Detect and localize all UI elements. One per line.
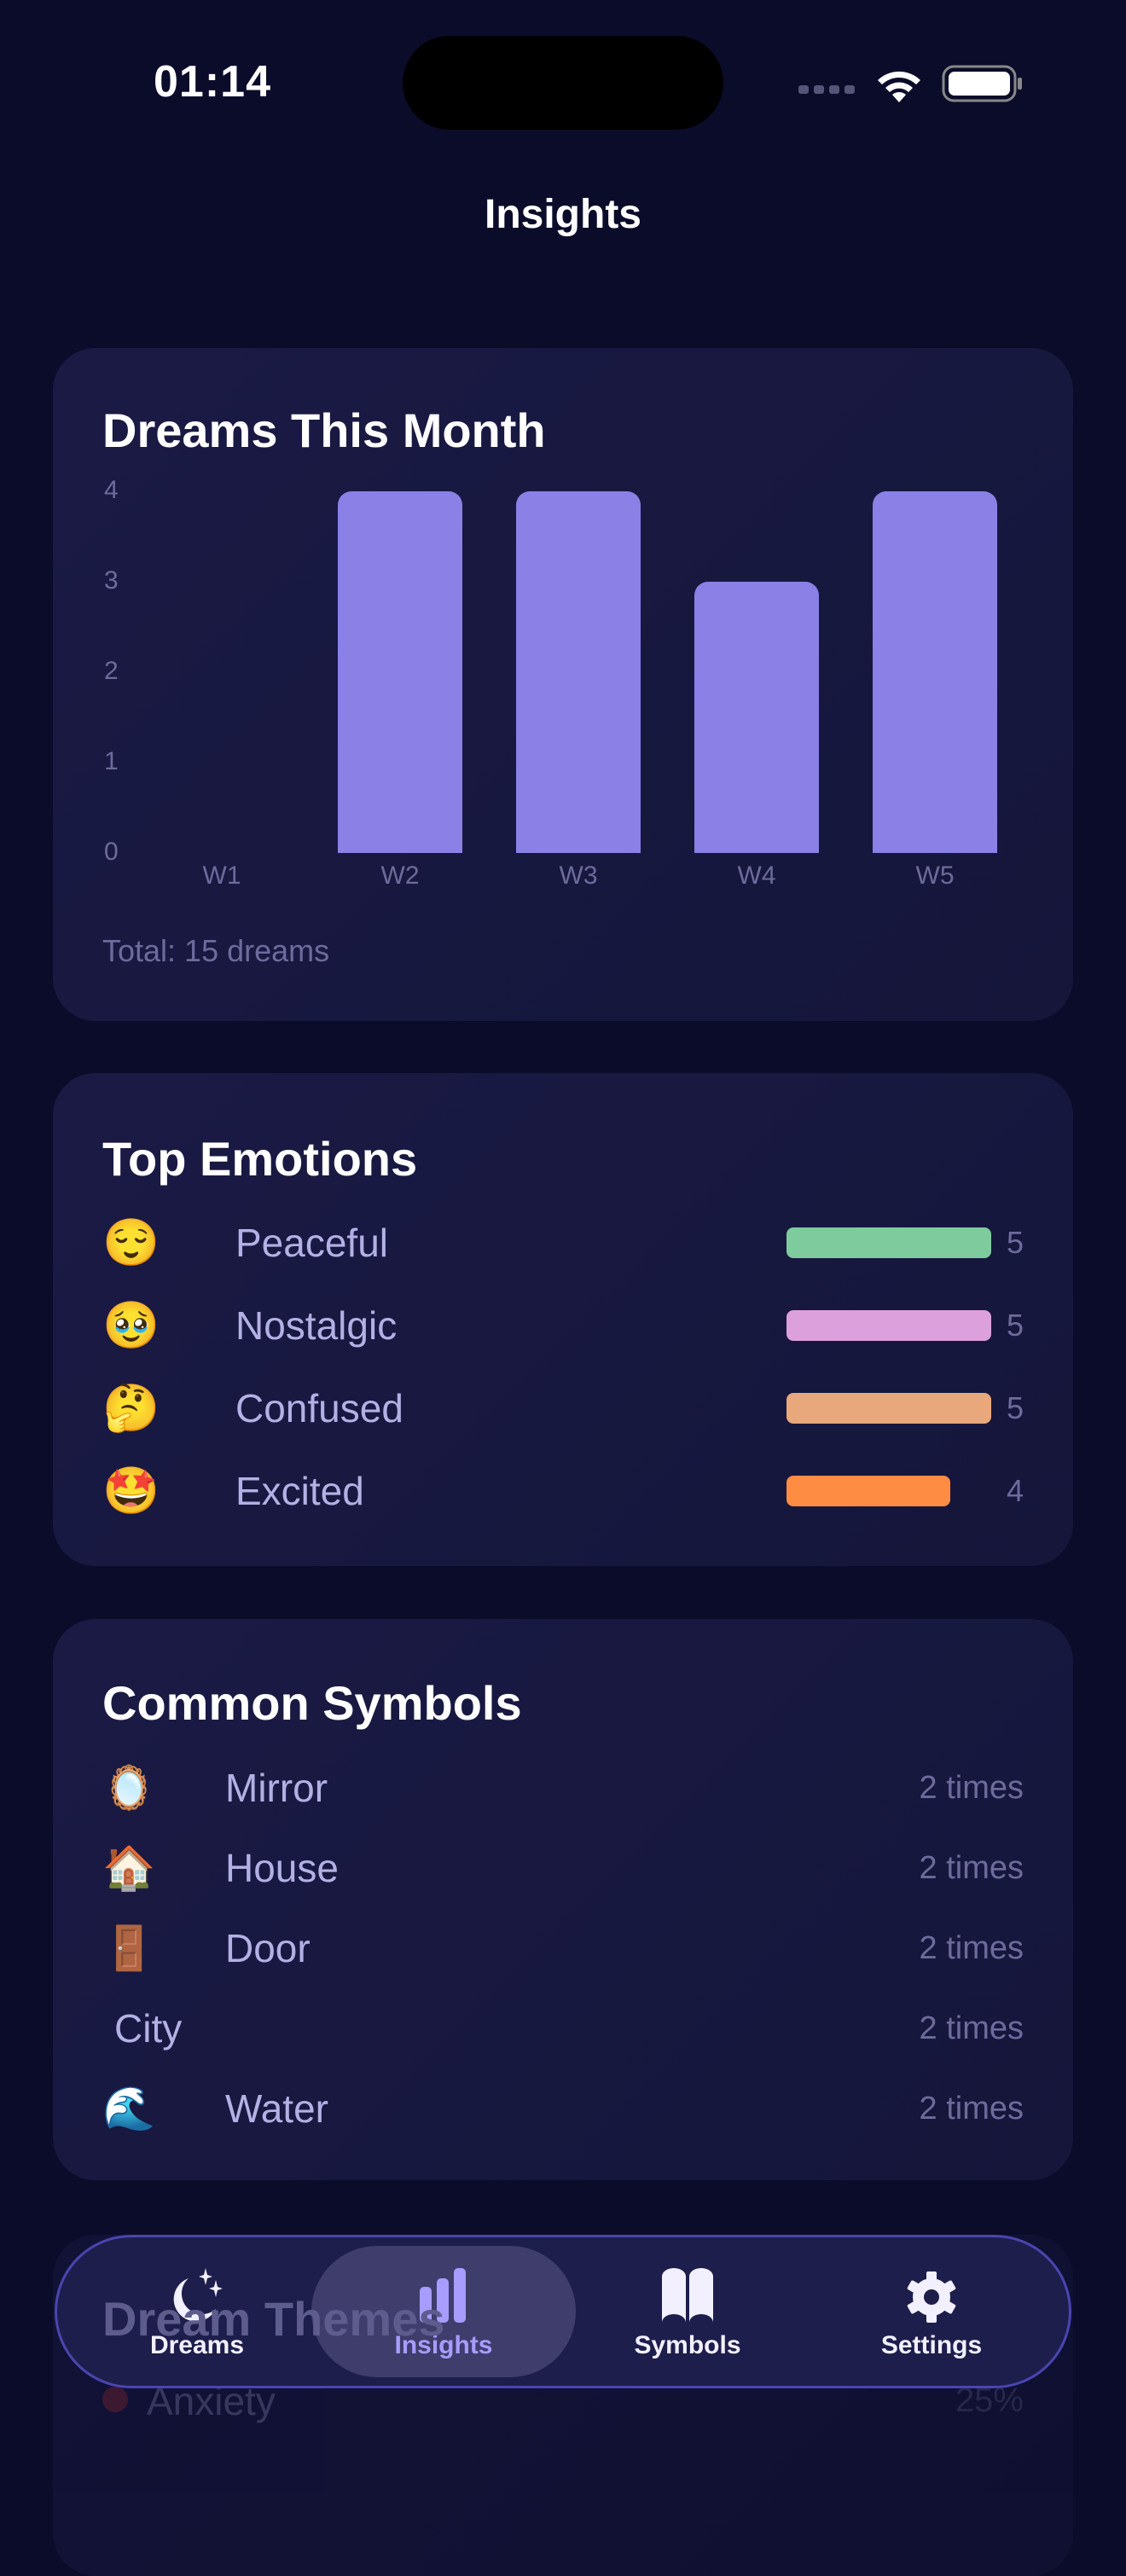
emotion-bar — [786, 1227, 991, 1258]
tab-symbols[interactable]: Symbols — [577, 2237, 798, 2386]
symbol-count: 2 times — [919, 2010, 1024, 2046]
chart-bar-icon — [420, 2268, 466, 2323]
symbol-row[interactable]: City 2 times — [102, 1999, 1024, 2058]
x-tick-label: W1 — [202, 862, 241, 890]
emotion-bar — [786, 1310, 991, 1341]
y-tick-label: 1 — [104, 747, 119, 775]
symbol-label: City — [114, 2006, 183, 2051]
y-tick-label: 4 — [104, 476, 119, 504]
card-title: Top Emotions — [102, 1132, 418, 1186]
emotion-count: 5 — [1006, 1225, 1024, 1260]
tab-label: Insights — [394, 2331, 493, 2359]
emotion-label: Peaceful — [235, 1221, 389, 1265]
wifi-icon — [878, 71, 920, 102]
symbol-label: House — [225, 1846, 339, 1890]
emotion-row: 😌 Peaceful 5 — [102, 1213, 1024, 1273]
emotion-emoji-icon: 🤔 — [102, 1383, 160, 1434]
symbol-count: 2 times — [919, 1770, 1024, 1806]
symbol-row[interactable]: 🪞 Mirror 2 times — [102, 1758, 1024, 1818]
page-title: Insights — [484, 192, 641, 237]
total-dreams: Total: 15 dreams — [102, 933, 330, 968]
symbol-row[interactable]: 🌊 Water 2 times — [102, 2079, 1024, 2138]
bar-w2 — [338, 491, 462, 853]
theme-dot — [102, 2387, 128, 2412]
symbol-label: Water — [225, 2086, 328, 2131]
x-tick-label: W3 — [559, 862, 598, 890]
tab-label: Settings — [880, 2331, 983, 2359]
symbol-label: Mirror — [225, 1766, 328, 1810]
tab-label: Symbols — [634, 2331, 741, 2359]
tab-dreams[interactable]: Dreams — [86, 2237, 308, 2386]
signal-icon — [798, 85, 855, 94]
emotion-bar — [786, 1393, 991, 1424]
emotion-bar — [786, 1476, 950, 1506]
tab-insights[interactable]: Insights — [333, 2237, 554, 2386]
x-tick-label: W4 — [737, 862, 776, 890]
dynamic-island — [403, 36, 723, 130]
emotion-row: 🤔 Confused 5 — [102, 1378, 1024, 1438]
card-title: Common Symbols — [102, 1676, 522, 1730]
tab-bar: Dreams Insights Symbols Settings — [55, 2235, 1071, 2388]
emotion-count: 5 — [1006, 1308, 1024, 1343]
symbol-label: Door — [225, 1926, 311, 1970]
emotion-row: 🤩 Excited 4 — [102, 1461, 1024, 1521]
emotion-count: 5 — [1006, 1390, 1024, 1425]
bar-w3 — [516, 491, 641, 853]
symbol-row[interactable]: 🚪 Door 2 times — [102, 1918, 1024, 1978]
symbol-emoji-icon: 🪞 — [102, 1764, 156, 1812]
battery-icon — [942, 65, 1022, 102]
top-emotions-card: Top Emotions 😌 Peaceful 5 🥹 Nostalgic 5 🤔 … — [53, 1073, 1073, 1566]
emotion-label: Excited — [235, 1469, 364, 1513]
tab-settings[interactable]: Settings — [821, 2237, 1042, 2386]
symbol-emoji-icon: 🏠 — [102, 1844, 156, 1892]
moon-stars-icon — [173, 2268, 223, 2322]
emotion-label: Confused — [235, 1386, 403, 1430]
symbol-count: 2 times — [919, 1850, 1024, 1886]
symbol-count: 2 times — [919, 1930, 1024, 1966]
symbol-emoji-icon: 🌊 — [102, 2085, 156, 2132]
emotion-label: Nostalgic — [235, 1303, 398, 1348]
bar-w5 — [873, 491, 997, 853]
card-title: Dreams This Month — [102, 403, 546, 457]
symbol-row[interactable]: 🏠 House 2 times — [102, 1838, 1024, 1898]
x-tick-label: W2 — [380, 862, 420, 890]
status-icons — [798, 65, 1029, 104]
emotion-row: 🥹 Nostalgic 5 — [102, 1296, 1024, 1355]
tab-label: Dreams — [149, 2331, 245, 2359]
bar-w4 — [694, 582, 819, 853]
y-tick-label: 2 — [104, 657, 119, 685]
x-tick-label: W5 — [915, 862, 955, 890]
status-time: 01:14 — [154, 57, 271, 107]
emotion-count: 4 — [1006, 1473, 1024, 1508]
book-icon — [662, 2268, 713, 2323]
emotion-emoji-icon: 😌 — [102, 1217, 160, 1268]
dreams-this-month-card: Dreams This Month 0 1 2 3 4 W1 W2 W3 W4 W5 Total:… — [53, 348, 1073, 1021]
y-tick-label: 3 — [104, 566, 119, 595]
symbol-count: 2 times — [919, 2091, 1024, 2126]
symbol-emoji-icon: 🚪 — [102, 1924, 156, 1972]
y-tick-label: 0 — [104, 838, 119, 866]
gear-icon — [907, 2271, 956, 2323]
emotion-emoji-icon: 🥹 — [102, 1300, 160, 1351]
emotion-emoji-icon: 🤩 — [102, 1465, 160, 1517]
common-symbols-card: Common Symbols 🪞 Mirror 2 times 🏠 House 2… — [53, 1619, 1073, 2180]
